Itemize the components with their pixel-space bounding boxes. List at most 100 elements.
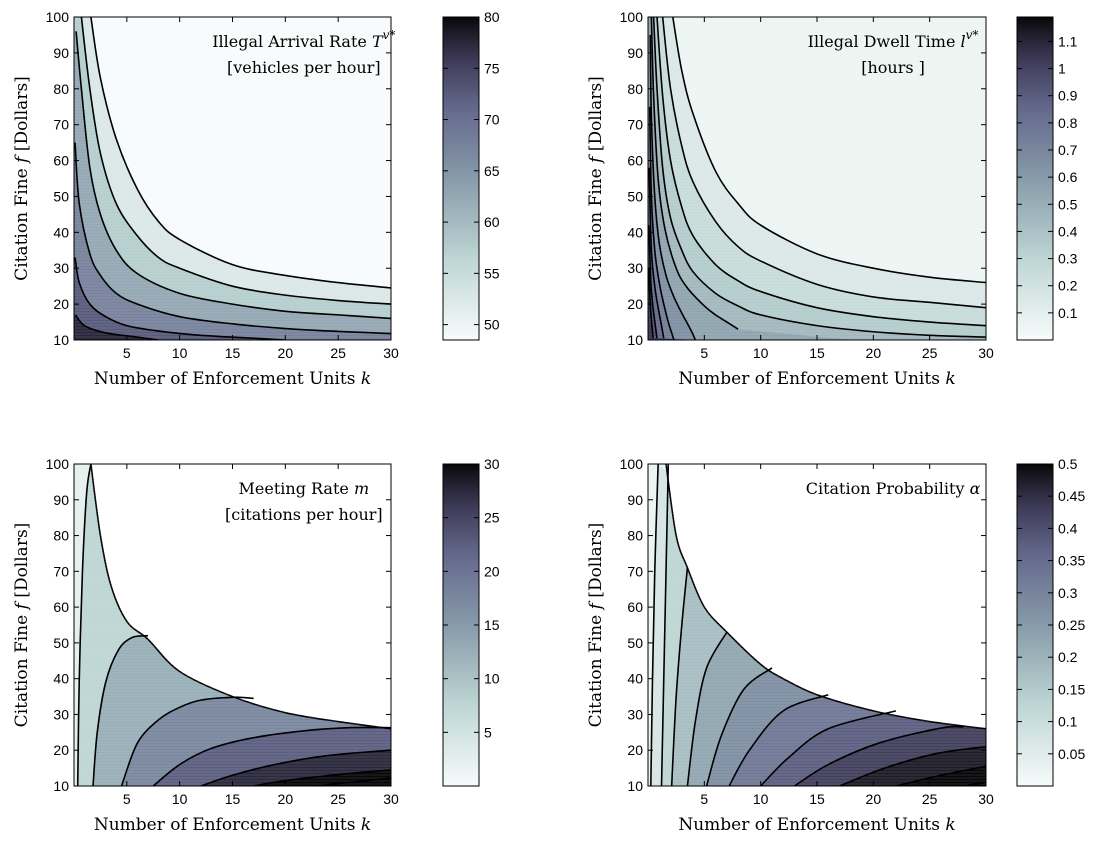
- x-tick-label: 5: [700, 345, 708, 361]
- colorbar-tick-label: 0.3: [1058, 251, 1078, 267]
- x-tick-label: 20: [866, 345, 882, 361]
- colorbar-tick-label: 0.05: [1058, 746, 1085, 762]
- contour-line-0.1: [660, 464, 670, 786]
- contour-line-0.5: [650, 17, 739, 330]
- annotation-superscript: v*: [966, 28, 979, 42]
- x-tick-label: 30: [383, 345, 399, 361]
- y-tick-label: 60: [53, 599, 69, 615]
- colorbar-tick-label: 20: [484, 563, 500, 579]
- contour-line-0.05: [650, 464, 659, 786]
- contour-line-20: [152, 726, 391, 786]
- colorbar-tick-label: 0.4: [1058, 520, 1078, 536]
- colorbar-tick-label: 15: [484, 617, 500, 633]
- contour-line-0.4: [794, 725, 964, 786]
- annotation-line-1: Illegal Arrival Rate Tv*: [212, 28, 395, 51]
- colorbar: 50 55 60 65 70 75 80: [442, 9, 500, 341]
- y-axis-label-symbol: f: [586, 600, 606, 611]
- contour-line-0.35: [760, 710, 897, 786]
- contour-line-50: [90, 17, 391, 289]
- x-tick-label: 30: [383, 791, 399, 807]
- chart-annotation: Illegal Dwell Time lv* [hours ]: [808, 28, 979, 77]
- y-tick-label: 10: [53, 778, 69, 794]
- y-axis-label: Citation Fine f [Dollars]: [12, 76, 32, 281]
- colorbar-tick-label: 60: [484, 214, 500, 230]
- x-tick-label: 20: [866, 791, 882, 807]
- panel-illegal-arrival-rate: Illegal Arrival Rate Tv* [vehicles per ho…: [12, 9, 500, 389]
- x-axis-label-text: Number of Enforcement Units: [678, 815, 945, 835]
- x-tick-label: 30: [978, 791, 994, 807]
- y-tick-label: 50: [627, 188, 643, 204]
- y-tick-label: 100: [620, 456, 644, 472]
- x-axis-label: Number of Enforcement Units k: [678, 369, 955, 389]
- colorbar-tick-label: 0.9: [1058, 88, 1078, 104]
- x-tick-label: 30: [978, 345, 994, 361]
- y-tick-label: 20: [627, 296, 643, 312]
- colorbar-tick-label: 0.7: [1058, 142, 1078, 158]
- y-tick-label: 50: [53, 635, 69, 651]
- y-tick-label: 70: [627, 117, 643, 133]
- undefined-region: [666, 464, 986, 729]
- annotation-text: Citation Probability: [806, 479, 970, 498]
- x-tick-label: 15: [809, 791, 825, 807]
- colorbar: 5 10 15 20 25 30: [442, 456, 500, 787]
- axes: 5 10 15 20 25 30 10 20 30 40 50 60 70 80 90 100 Number o…: [586, 456, 994, 835]
- contour-line-0.4: [652, 17, 986, 338]
- x-axis-label-symbol: k: [361, 369, 371, 389]
- annotation-text: Meeting Rate: [239, 479, 354, 498]
- colorbar-gradient: [442, 463, 480, 787]
- colorbar-tick-label: 10: [484, 671, 500, 687]
- band-fill: [74, 17, 391, 340]
- colorbar-tick-label: 0.8: [1058, 115, 1078, 131]
- x-axis-label-symbol: k: [945, 369, 955, 389]
- y-tick-label: 50: [627, 635, 643, 651]
- y-axis-label: Citation Fine f [Dollars]: [586, 523, 606, 728]
- y-axis-label-unit: [Dollars]: [12, 523, 32, 603]
- contour-line-0.2: [686, 631, 728, 786]
- y-tick-label: 20: [53, 742, 69, 758]
- x-tick-label: 25: [330, 345, 346, 361]
- colorbar-tick-label: 30: [484, 456, 500, 472]
- panel-citation-probability: Citation Probability α 5 10 15 20 25 30 10 20 30…: [586, 456, 1085, 835]
- contour-line-0.1: [672, 17, 986, 284]
- band-fill: [648, 17, 986, 340]
- x-tick-label: 5: [700, 791, 708, 807]
- colorbar-tick-label: 0.1: [1058, 305, 1078, 321]
- contour-line-25: [200, 749, 391, 786]
- x-tick-label: 25: [330, 791, 346, 807]
- colorbar-tick-label: 75: [484, 60, 500, 76]
- y-tick-label: 20: [53, 296, 69, 312]
- annotation-line-1: Citation Probability α: [806, 479, 981, 498]
- contour-line-60: [75, 31, 391, 320]
- panel-meeting-rate: Meeting Rate m [citations per hour] 5 10 15…: [12, 456, 500, 835]
- colorbar-gradient: [442, 16, 480, 341]
- contour-line-55: [80, 17, 391, 305]
- y-axis-label-unit: [Dollars]: [586, 523, 606, 603]
- y-tick-label: 20: [627, 742, 643, 758]
- colorbar-tick-label: 5: [484, 724, 492, 740]
- y-tick-label: 100: [620, 9, 644, 25]
- contour-plot: [74, 17, 391, 340]
- undefined-region: [90, 464, 391, 729]
- x-tick-label: 15: [225, 791, 241, 807]
- y-tick-label: 10: [627, 778, 643, 794]
- y-tick-label: 70: [53, 563, 69, 579]
- y-tick-label: 100: [46, 456, 70, 472]
- colorbar-gradient: [1016, 463, 1054, 787]
- y-axis-label-text: Citation Fine: [586, 609, 606, 727]
- annotation-symbol: α: [970, 479, 981, 498]
- annotation-line-2: [vehicles per hour]: [227, 58, 381, 77]
- x-tick-label: 15: [809, 345, 825, 361]
- x-axis-label: Number of Enforcement Units k: [678, 815, 955, 835]
- y-tick-label: 30: [627, 706, 643, 722]
- contour-line-0.25: [705, 667, 773, 786]
- colorbar-tick-label: 55: [484, 265, 500, 281]
- contour-line-0.45: [839, 745, 986, 786]
- colorbar-tick-label: 25: [484, 510, 500, 526]
- x-axis-label: Number of Enforcement Units k: [94, 369, 371, 389]
- annotation-line-1: Meeting Rate m: [239, 479, 370, 498]
- x-axis-label-text: Number of Enforcement Units: [94, 815, 361, 835]
- colorbar-tick-label: 0.35: [1058, 553, 1085, 569]
- x-tick-label: 10: [753, 791, 769, 807]
- axes: 5 10 15 20 25 30 10 20 30 40 50 60 70 80 90 100 Number o…: [12, 456, 399, 835]
- annotation-line-2: [citations per hour]: [225, 505, 383, 524]
